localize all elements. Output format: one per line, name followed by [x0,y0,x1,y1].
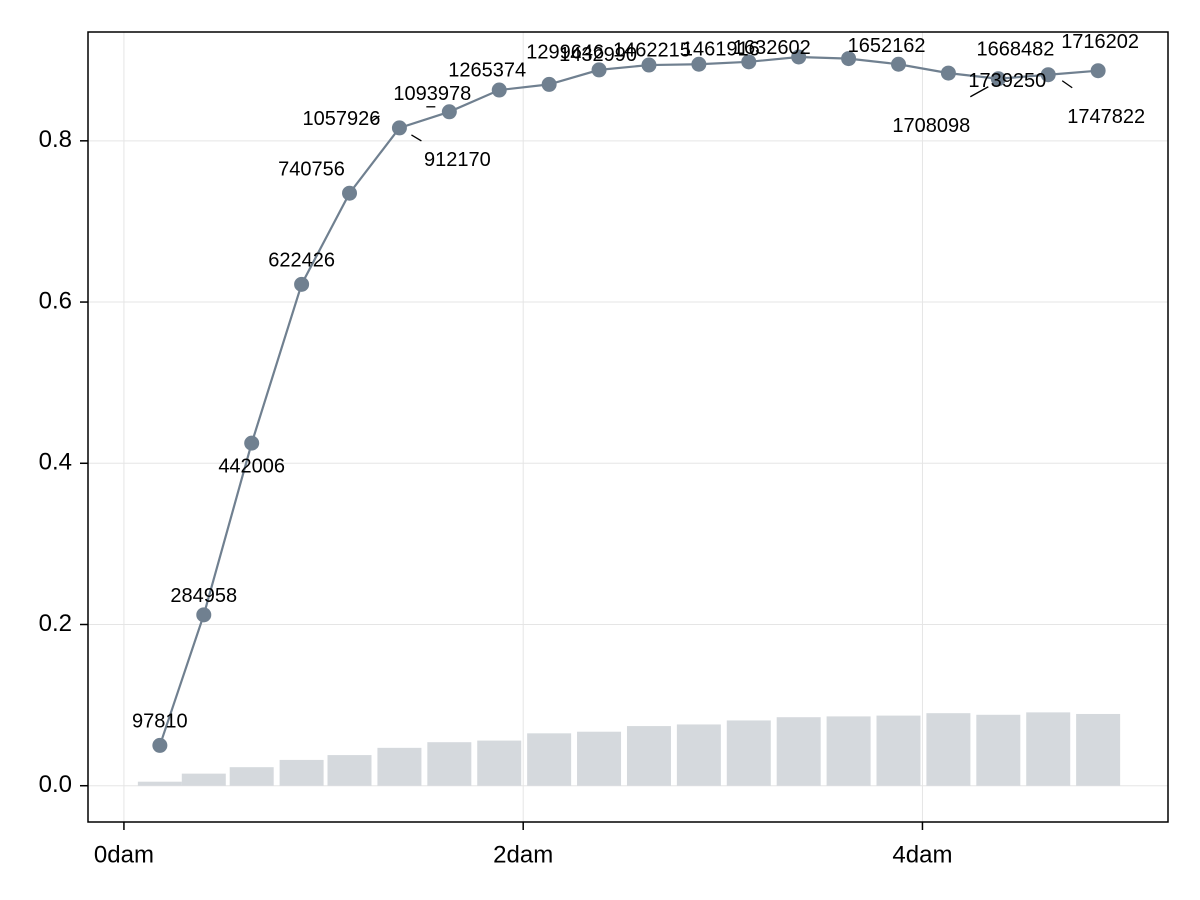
bar-14 [826,716,871,786]
data-point-6 [441,104,457,120]
point-label-11: 1462215 [613,39,691,61]
leader-line-6 [411,134,422,142]
point-label-14: 1652162 [848,35,926,57]
bar-13 [776,717,821,786]
bar-4 [327,755,372,786]
bar-19 [1076,713,1121,786]
point-label-13: 1632602 [733,37,811,59]
bar-0 [137,781,182,786]
data-point-15 [890,56,906,72]
data-point-13 [791,49,807,65]
y-tick-label-4: 0.8 [39,126,72,153]
data-point-14 [841,51,857,67]
x-tick-label-2: 4dam [892,841,952,868]
data-point-1 [196,607,212,623]
data-point-19 [1090,63,1106,79]
bar-series [137,712,1121,786]
point-labels: 97810 284958 442006 622426 740756 1057926 9121… [132,31,1145,733]
bar-6 [427,742,472,786]
point-label-7: 1093978 [393,83,471,105]
bar-2 [229,767,274,786]
point-label-10: 1432990 [559,44,637,66]
point-label-17: 1739250 [968,70,1046,92]
data-point-18 [1040,67,1056,83]
point-label-9: 1299646 [526,42,604,64]
point-label-3: 622426 [268,250,335,272]
point-label-18: 1747822 [1067,106,1145,128]
point-label-8: 1265374 [448,59,526,81]
label-leader-lines [372,80,1073,142]
point-label-5: 1057926 [302,108,380,130]
x-tick-label-0: 0dam [94,841,154,868]
data-point-2 [244,435,260,451]
data-point-7 [491,82,507,98]
plot-frame [87,31,1169,823]
data-point-10 [641,57,657,73]
bar-11 [676,724,721,786]
point-label-2: 442006 [218,455,285,477]
point-label-15: 1668482 [976,38,1054,60]
y-tick-label-1: 0.2 [39,610,72,637]
point-label-4: 740756 [278,159,345,181]
bar-1 [181,773,226,786]
bar-9 [577,731,622,786]
point-label-1: 284958 [170,585,237,607]
bar-17 [976,714,1021,786]
leader-line-5 [372,115,380,122]
data-point-4 [342,185,358,201]
x-tick-label-1: 2dam [493,841,553,868]
data-point-5 [391,120,407,136]
line-series [152,49,1106,753]
point-label-19: 1716202 [1061,31,1139,53]
point-label-16: 1708098 [892,115,970,137]
bar-10 [626,726,671,786]
grid [88,32,1168,822]
y-tick-label-0: 0.0 [39,771,72,798]
data-point-16 [940,65,956,81]
bar-3 [279,759,324,786]
bar-5 [377,747,422,786]
data-point-17 [990,71,1006,87]
bar-7 [477,740,522,786]
data-point-11 [691,56,707,72]
leader-line-16 [969,86,989,98]
leader-line-18 [1061,80,1073,89]
data-point-0 [152,737,168,753]
data-point-9 [591,62,607,78]
y-tick-label-2: 0.4 [39,449,72,476]
bar-8 [527,733,572,786]
bar-16 [926,713,971,786]
bar-18 [1026,712,1071,786]
point-label-0: 97810 [132,711,188,733]
point-label-6: 912170 [424,149,491,171]
point-label-12: 1461916 [682,39,760,61]
axes: 0dam 2dam 4dam 0.0 0.2 0.4 0.6 0.8 [39,126,953,868]
data-point-3 [294,276,310,292]
series-line [158,55,1099,746]
data-point-8 [541,76,557,92]
y-tick-label-3: 0.6 [39,287,72,314]
bar-12 [726,720,771,786]
bar-15 [876,715,921,786]
data-point-12 [741,54,757,70]
